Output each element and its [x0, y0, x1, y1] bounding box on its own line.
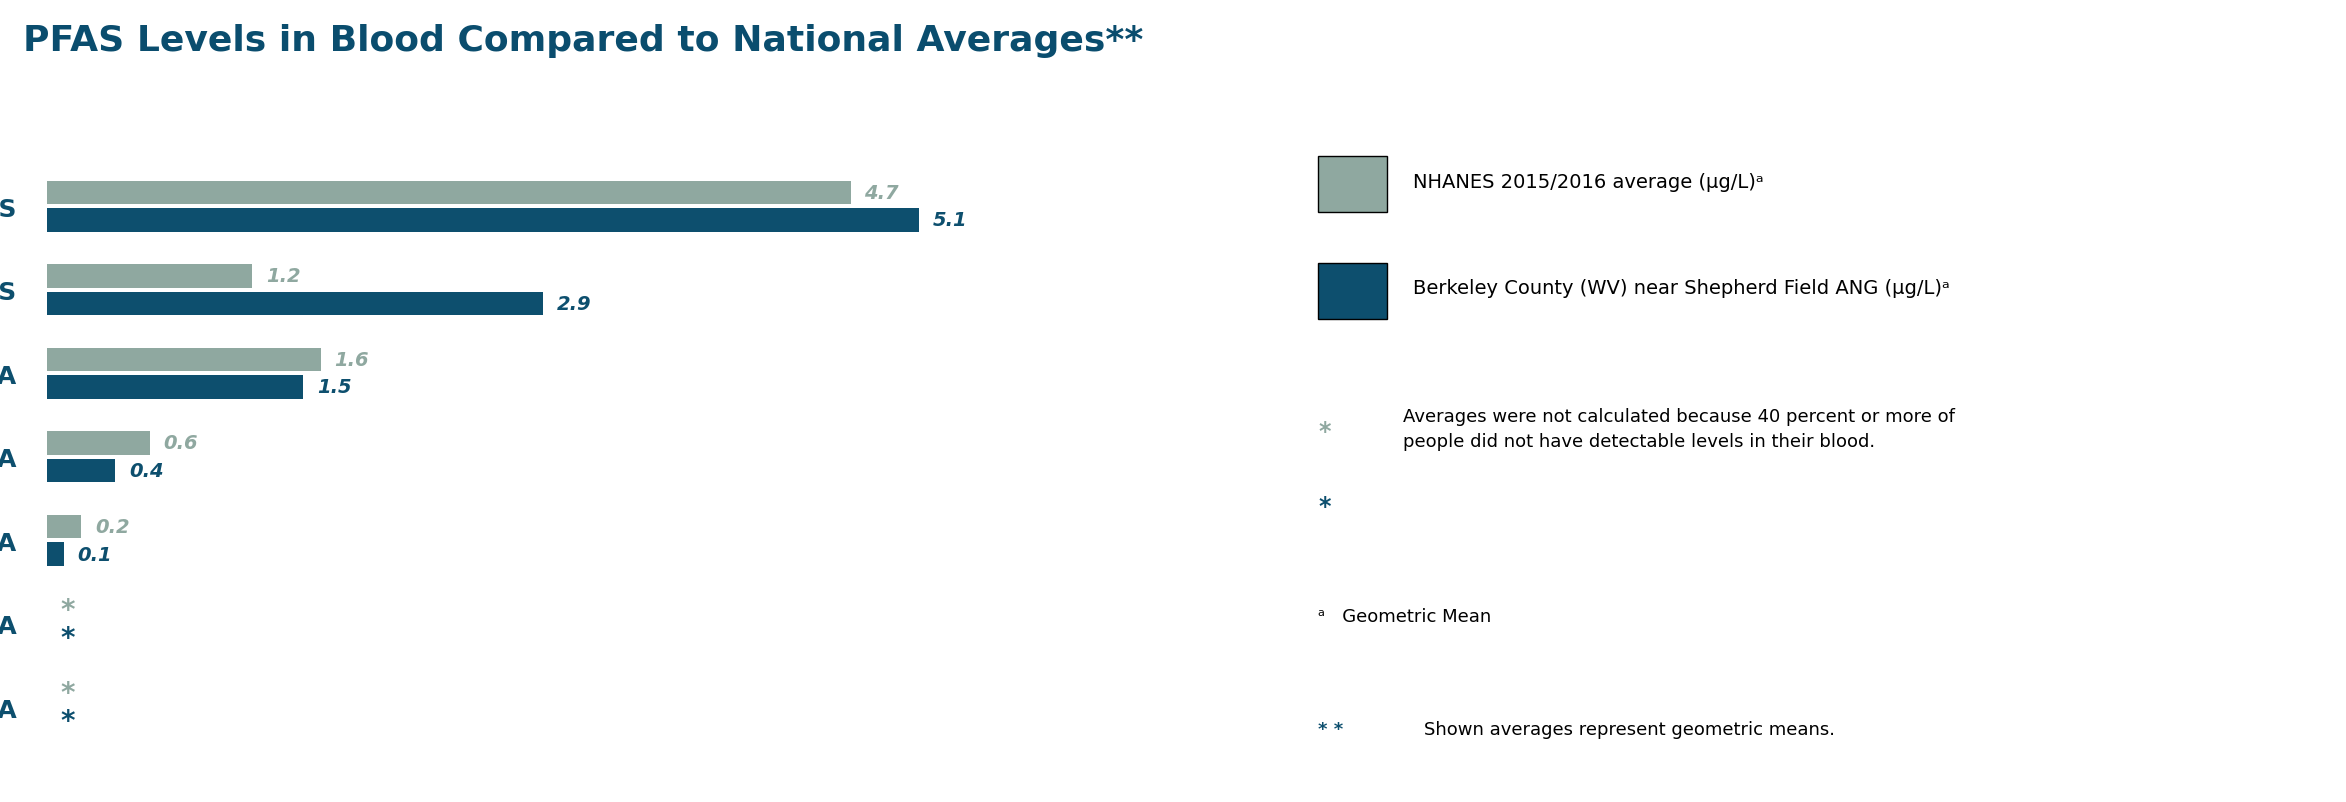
Text: * *: * * [1318, 720, 1344, 738]
Bar [47, 376, 303, 399]
Text: Averages were not calculated because 40 percent or more of
people did not have d: Averages were not calculated because 40 … [1403, 407, 1954, 450]
Text: *: * [61, 707, 75, 735]
Bar [47, 460, 115, 483]
Text: 1.6: 1.6 [333, 350, 368, 370]
Text: Shown averages represent geometric means.: Shown averages represent geometric means… [1424, 720, 1835, 738]
Text: *: * [61, 596, 75, 624]
Text: 2.9: 2.9 [556, 294, 591, 314]
Text: 1.5: 1.5 [317, 378, 352, 397]
Text: ᵃ   Geometric Mean: ᵃ Geometric Mean [1318, 607, 1492, 626]
Bar [47, 431, 150, 455]
FancyBboxPatch shape [1318, 263, 1386, 319]
Text: *: * [1318, 495, 1330, 519]
Bar [47, 181, 852, 205]
Text: *: * [61, 624, 75, 652]
Text: NHANES 2015/2016 average (μg/L)ᵃ: NHANES 2015/2016 average (μg/L)ᵃ [1412, 172, 1764, 192]
Text: 4.7: 4.7 [863, 184, 899, 203]
Text: 5.1: 5.1 [934, 211, 967, 230]
Bar [47, 265, 251, 288]
Bar [47, 209, 920, 233]
Text: *: * [61, 679, 75, 707]
Text: Berkeley County (WV) near Shepherd Field ANG (μg/L)ᵃ: Berkeley County (WV) near Shepherd Field… [1412, 279, 1950, 298]
Bar [47, 348, 321, 371]
Bar [47, 293, 542, 316]
FancyBboxPatch shape [1318, 157, 1386, 213]
Text: 0.1: 0.1 [77, 545, 113, 564]
Bar [47, 543, 63, 566]
Text: PFAS Levels in Blood Compared to National Averages**: PFAS Levels in Blood Compared to Nationa… [23, 24, 1145, 58]
Text: *: * [1318, 419, 1330, 444]
Text: 0.2: 0.2 [94, 517, 129, 537]
Text: 0.4: 0.4 [129, 461, 164, 480]
Bar [47, 515, 82, 538]
Text: 1.2: 1.2 [265, 267, 300, 286]
Text: 0.6: 0.6 [164, 434, 197, 453]
